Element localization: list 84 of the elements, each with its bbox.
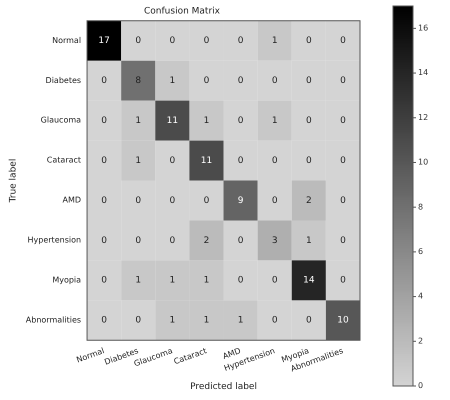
data-label: 0 xyxy=(101,156,108,166)
data-label: 1 xyxy=(306,236,312,246)
chart-title: Confusion Matrix xyxy=(144,6,221,17)
data-label: 1 xyxy=(135,156,142,166)
data-label: 0 xyxy=(101,316,108,326)
y-axis-title: True label xyxy=(8,158,19,204)
data-label: 1 xyxy=(135,116,142,126)
data-label: 2 xyxy=(306,196,312,206)
y-tick-label: Diabetes xyxy=(46,76,82,85)
y-tick-label: AMD xyxy=(62,196,82,205)
data-label: 0 xyxy=(135,236,142,246)
data-label: 0 xyxy=(272,196,278,206)
data-label: 0 xyxy=(238,276,244,286)
data-label: 0 xyxy=(169,36,176,46)
data-label: 0 xyxy=(169,236,176,246)
data-label: 1 xyxy=(204,276,210,286)
data-label: 0 xyxy=(306,76,312,86)
data-label: 0 xyxy=(340,236,346,246)
data-label: 0 xyxy=(101,196,108,206)
data-label: 0 xyxy=(272,316,278,326)
data-label: 0 xyxy=(306,316,312,326)
data-label: 10 xyxy=(337,316,349,326)
data-label: 0 xyxy=(238,76,244,86)
data-label: 1 xyxy=(169,76,176,86)
data-label: 1 xyxy=(272,116,278,126)
color-bar-label: 0 xyxy=(418,381,424,390)
color-bar-label: 16 xyxy=(418,23,428,32)
data-label: 11 xyxy=(166,116,178,126)
y-tick-label: Abnormalities xyxy=(26,315,82,324)
data-label: 0 xyxy=(340,116,346,126)
data-label: 17 xyxy=(98,36,110,46)
color-bar-label: 6 xyxy=(418,246,424,256)
data-label: 0 xyxy=(306,156,312,166)
x-axis-title: Predicted label xyxy=(190,382,257,392)
data-label: 9 xyxy=(238,196,244,206)
data-label: 0 xyxy=(204,76,210,86)
data-label: 0 xyxy=(135,196,142,206)
data-label: 2 xyxy=(204,236,210,246)
y-tick-label: Normal xyxy=(52,36,82,45)
data-label: 0 xyxy=(306,116,312,126)
data-label: 0 xyxy=(340,76,346,86)
data-label: 0 xyxy=(272,276,278,286)
y-tick-label: Myopia xyxy=(52,275,82,284)
y-tick-label: Cataract xyxy=(46,156,82,165)
data-label: 0 xyxy=(340,276,346,286)
data-label: 0 xyxy=(340,36,346,46)
data-label: 1 xyxy=(238,316,244,326)
data-label: 0 xyxy=(101,76,108,86)
data-label: 8 xyxy=(135,76,142,86)
data-label: 0 xyxy=(204,36,210,46)
y-tick-label: Hypertension xyxy=(28,236,82,245)
data-label: 11 xyxy=(200,156,212,166)
data-label: 0 xyxy=(169,156,176,166)
y-tick-label: Glaucoma xyxy=(40,116,82,125)
data-label: 0 xyxy=(101,236,108,246)
color-bar-label: 4 xyxy=(418,292,424,301)
color-bar-label: 10 xyxy=(418,158,428,167)
data-label: 0 xyxy=(272,76,278,86)
data-label: 0 xyxy=(169,196,176,206)
data-label: 0 xyxy=(135,36,142,46)
color-bar-label: 2 xyxy=(418,336,424,346)
data-label: 1 xyxy=(169,316,176,326)
data-label: 1 xyxy=(204,316,210,326)
data-label: 0 xyxy=(204,196,210,206)
data-label: 1 xyxy=(169,276,176,286)
color-bar-label: 14 xyxy=(418,68,428,78)
data-label: 0 xyxy=(306,36,312,46)
data-label: 0 xyxy=(272,156,278,166)
data-label: 0 xyxy=(238,156,244,166)
color-bar-label: 12 xyxy=(418,112,428,122)
data-label: 0 xyxy=(340,196,346,206)
data-label: 0 xyxy=(135,316,142,326)
data-label: 0 xyxy=(238,36,244,46)
data-label: 3 xyxy=(272,236,278,246)
data-label: 1 xyxy=(272,36,278,46)
data-label: 0 xyxy=(101,116,108,126)
data-label: 14 xyxy=(303,276,315,286)
data-label: 0 xyxy=(340,156,346,166)
color-bar-label: 8 xyxy=(418,202,424,212)
data-label: 1 xyxy=(135,276,142,286)
data-label: 0 xyxy=(238,236,244,246)
data-label: 0 xyxy=(101,276,108,286)
data-label: 1 xyxy=(204,116,210,126)
data-label: 0 xyxy=(238,116,244,126)
